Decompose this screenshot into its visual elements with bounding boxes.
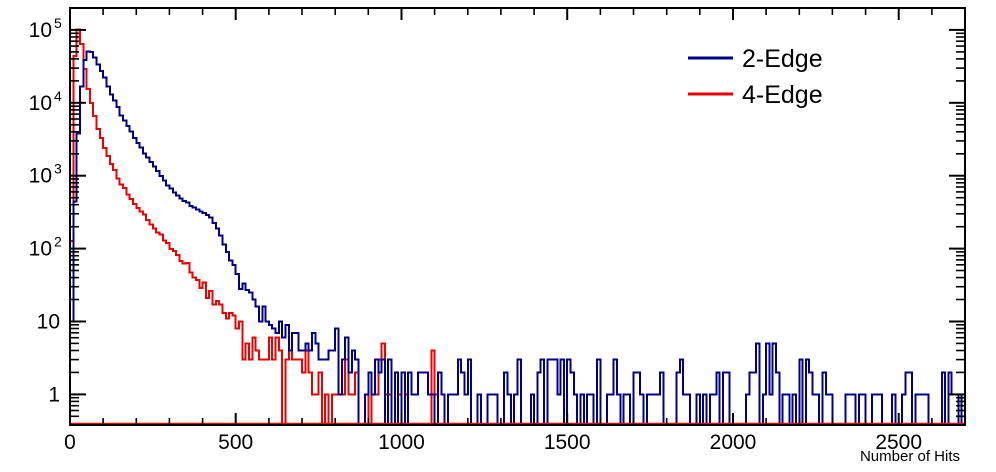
- y-tick-label-mantissa: 10: [29, 92, 52, 115]
- y-tick-label-exponent: 3: [54, 161, 62, 177]
- x-axis-title: Number of Hits: [860, 448, 960, 465]
- legend-label-4-edge: 4-Edge: [742, 81, 823, 109]
- y-tick-label-exponent: 5: [54, 15, 62, 31]
- y-tick-label: 10 3: [29, 161, 62, 188]
- series-curve-4-edge: [69, 28, 439, 425]
- x-tick-label: 2000: [710, 431, 757, 454]
- legend-label-2-edge: 2-Edge: [742, 45, 823, 73]
- y-tick-label-exponent: 2: [54, 234, 62, 250]
- y-tick-label-mantissa: 10: [37, 311, 60, 334]
- x-tick-label: 0: [64, 431, 76, 454]
- y-tick-label-mantissa: 10: [29, 165, 52, 188]
- y-tick-label: 1: [48, 383, 60, 406]
- y-tick-label: 10 5: [29, 15, 62, 42]
- y-tick-label: 10 2: [29, 234, 62, 261]
- y-tick-label: 10 4: [29, 88, 62, 115]
- y-tick-label: 10: [37, 311, 60, 334]
- y-tick-label-mantissa: 10: [29, 238, 52, 261]
- x-tick-label: 1500: [544, 431, 591, 454]
- y-tick-label-exponent: 4: [54, 88, 62, 104]
- series-curve-2-edge: [69, 50, 966, 425]
- x-tick-label: 500: [218, 431, 253, 454]
- y-tick-label-mantissa: 1: [48, 383, 60, 406]
- y-tick-label-mantissa: 10: [29, 19, 52, 42]
- x-tick-label: 1000: [378, 431, 425, 454]
- x-tick-label: 2500: [875, 431, 922, 454]
